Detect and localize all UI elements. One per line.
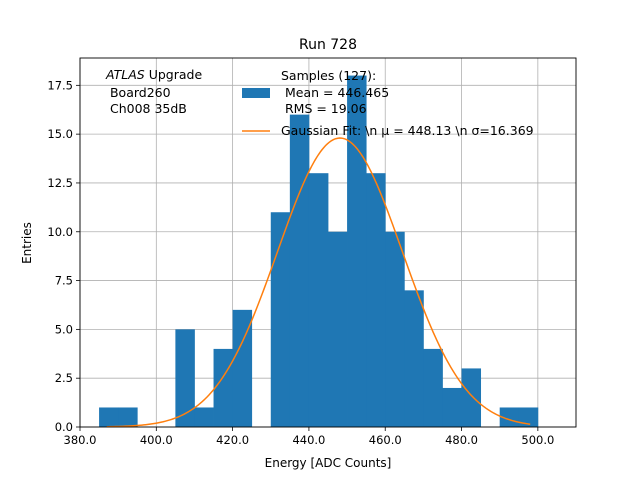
x-tick-label-2: 420.0 [216, 433, 249, 447]
legend: Samples (127): Mean = 446.465 RMS = 19.0… [242, 68, 534, 138]
annotation-line-1: ATLAS Upgrade [105, 67, 202, 82]
histogram-bar-16 [461, 368, 482, 427]
y-tick-label-4: 10.0 [47, 225, 73, 239]
gaussian-fit-curve [106, 137, 531, 428]
y-tick-label-6: 15.0 [47, 127, 73, 141]
chart-title: Run 728 [299, 37, 357, 53]
histogram-bar-15 [442, 387, 462, 427]
x-tick-label-0: 380.0 [64, 433, 97, 447]
histogram-bar-11 [366, 173, 386, 427]
annotation-upgrade: Upgrade [145, 67, 203, 82]
histogram-bar-3 [194, 407, 214, 427]
histogram-bar-0 [99, 407, 119, 427]
legend-hist-swatch [242, 88, 270, 98]
histogram-bar-14 [423, 348, 443, 427]
histogram-bar-9 [328, 231, 348, 427]
annotation-atlas: ATLAS [105, 67, 145, 82]
gaussian-fit [106, 137, 531, 428]
histogram-bar-7 [289, 114, 310, 427]
legend-fit-label: Gaussian Fit: \n μ = 448.13 \n σ=16.369 [281, 123, 534, 138]
histogram-bar-18 [518, 407, 539, 427]
legend-hist-label-line-3: RMS = 19.06 [281, 101, 367, 116]
annotation-line-3: Ch008 35dB [106, 101, 187, 116]
x-axis-label: Energy [ADC Counts] [265, 456, 392, 470]
histogram-bar-17 [499, 407, 520, 427]
annotation-text: ATLAS Upgrade Board260 Ch008 35dB [105, 67, 202, 116]
histogram-bar-12 [385, 231, 405, 427]
histogram-bar-5 [232, 309, 253, 427]
histogram-bar-2 [175, 329, 195, 427]
histogram-bar-10 [347, 75, 367, 428]
y-tick-label-7: 17.5 [47, 78, 73, 92]
x-tick-label-3: 440.0 [292, 433, 325, 447]
y-axis-label: Entries [20, 222, 34, 264]
histogram-bar-1 [118, 407, 138, 427]
x-tick-label-1: 400.0 [140, 433, 173, 447]
x-tick-label-5: 480.0 [445, 433, 478, 447]
legend-hist-label-line-2: Mean = 446.465 [281, 85, 389, 100]
y-tick-label-2: 5.0 [55, 322, 73, 336]
histogram-bar-6 [270, 212, 291, 427]
annotation-line-2: Board260 [106, 85, 171, 100]
histogram-bars [99, 75, 539, 428]
y-tick-label-0: 0.0 [55, 420, 73, 434]
x-tick-label-6: 500.0 [521, 433, 554, 447]
x-tick-label-4: 460.0 [369, 433, 402, 447]
legend-hist-label-line-1: Samples (127): [281, 68, 376, 83]
x-axis-ticks: 380.0 400.0 420.0 440.0 460.0 480.0 500.0 [64, 427, 554, 447]
histogram-bar-13 [404, 290, 424, 427]
y-tick-label-1: 2.5 [55, 371, 73, 385]
y-tick-label-3: 7.5 [55, 274, 73, 288]
histogram-bar-8 [308, 173, 329, 427]
y-axis-ticks: 0.0 2.5 5.0 7.5 10.0 12.5 15.0 17.5 [47, 78, 80, 434]
plot-area-frame [79, 57, 577, 428]
y-tick-label-5: 12.5 [47, 176, 73, 190]
histogram-bar-4 [213, 348, 234, 427]
